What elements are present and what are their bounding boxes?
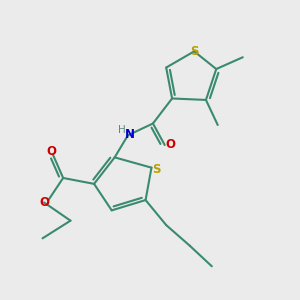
Text: S: S xyxy=(190,45,198,58)
Text: O: O xyxy=(46,145,56,158)
Text: O: O xyxy=(39,196,49,209)
Text: O: O xyxy=(165,139,175,152)
Text: N: N xyxy=(124,128,134,141)
Text: H: H xyxy=(118,125,125,135)
Text: S: S xyxy=(152,163,161,176)
